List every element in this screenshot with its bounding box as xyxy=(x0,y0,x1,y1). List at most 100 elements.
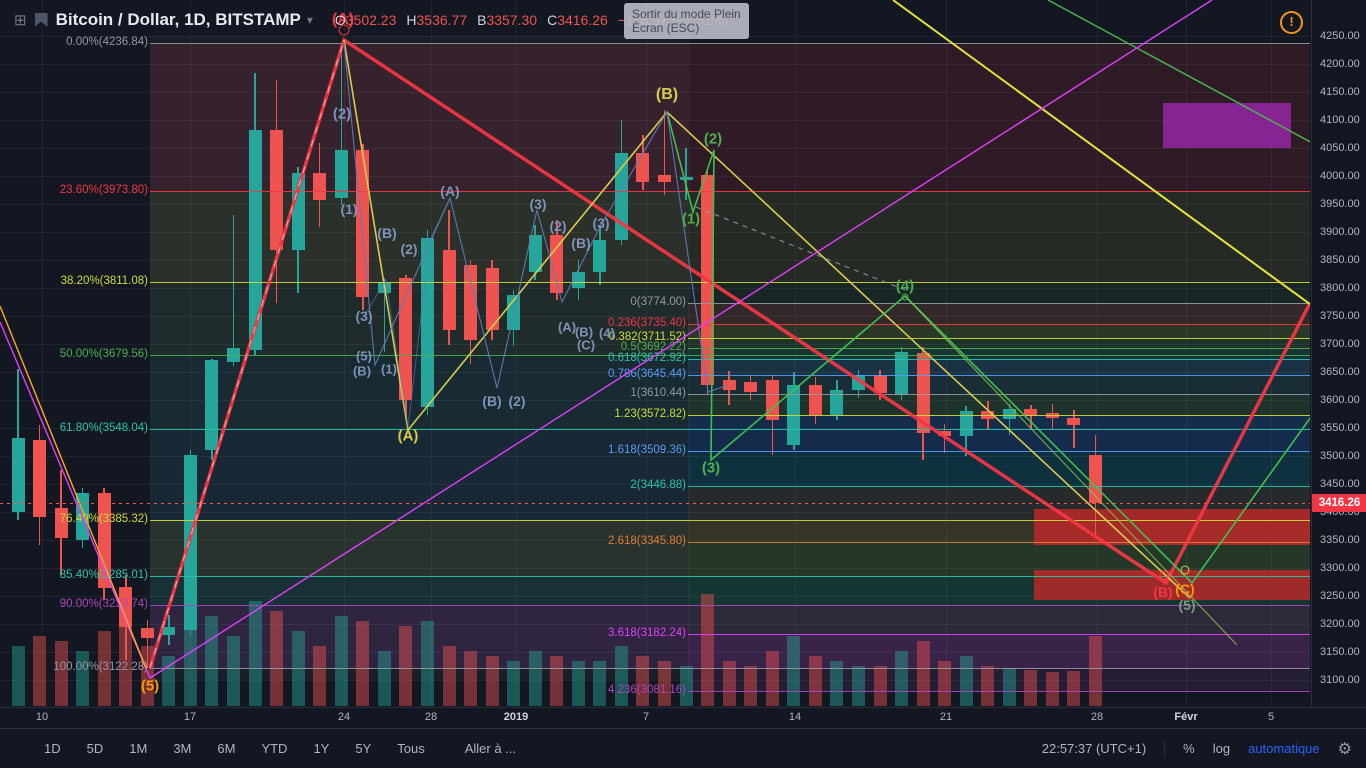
percent-scale-button[interactable]: % xyxy=(1183,741,1195,756)
log-scale-button[interactable]: log xyxy=(1212,741,1231,756)
flag-icon[interactable] xyxy=(34,13,48,27)
fib-extension-label: 1(3610.44) xyxy=(630,387,686,400)
fib-retracement-label: 50.00%(3679.56) xyxy=(59,348,148,361)
goto-date-button[interactable]: Aller à ... xyxy=(464,741,517,756)
fib-level-line xyxy=(150,429,1310,431)
wave-label: (B) xyxy=(352,363,372,379)
price-tick-label: 3650.00 xyxy=(1320,366,1360,378)
volume-bar xyxy=(614,646,628,706)
volume-bar xyxy=(1045,672,1059,706)
candle-body xyxy=(808,384,822,416)
fullscreen-exit-tooltip: Sortir du mode Plein Écran (ESC) xyxy=(624,3,749,39)
time-tick-label: Févr xyxy=(1174,711,1198,723)
drawing-anchor-point[interactable] xyxy=(338,24,350,36)
volume-bar xyxy=(33,636,47,706)
time-axis[interactable]: 10 17 24 28 2019 7 14 21 28 Févr 5 xyxy=(0,707,1366,729)
gear-icon[interactable]: ⚙ xyxy=(1337,740,1352,758)
range-button-1d[interactable]: 1D xyxy=(44,741,61,756)
time-tick-label: 28 xyxy=(1090,711,1104,723)
symbol-title[interactable]: Bitcoin / Dollar, 1D, BITSTAMP xyxy=(55,10,301,29)
channel-light-green[interactable] xyxy=(904,295,1238,646)
range-button-5d[interactable]: 5D xyxy=(86,741,104,756)
time-tick-label: 7 xyxy=(642,711,650,723)
chevron-down-icon[interactable]: ▾ xyxy=(306,13,313,27)
volume-bar xyxy=(895,651,909,706)
wave-label: (A) xyxy=(440,183,460,199)
drawing-anchor-point[interactable] xyxy=(1180,565,1190,575)
wave-label: (5) xyxy=(356,348,372,364)
candle-body xyxy=(550,234,564,294)
grid-line-vertical xyxy=(1097,0,1098,707)
candle-body xyxy=(356,150,370,297)
price-tick-label: 4100.00 xyxy=(1320,114,1360,126)
price-tick-label: 3700.00 xyxy=(1320,338,1360,350)
fib-level-line xyxy=(688,337,1310,339)
drawing-anchor-point[interactable] xyxy=(1159,570,1169,580)
fib-retracement-label: 100.00%(3122.28) xyxy=(53,660,148,673)
add-compare-icon[interactable]: ⊞ xyxy=(14,12,27,29)
trendline-magenta-left[interactable] xyxy=(0,321,151,679)
grid-line-horizontal xyxy=(0,568,1310,569)
fib-band xyxy=(688,374,1310,395)
candle-body xyxy=(658,174,671,183)
candle-body xyxy=(830,389,844,416)
alert-warning-icon[interactable]: ! xyxy=(1280,11,1303,34)
drawing-anchor-point[interactable] xyxy=(901,293,909,301)
price-tick-label: 3850.00 xyxy=(1320,254,1360,266)
price-axis[interactable]: 4250.00 4200.00 4150.00 4100.00 4050.00 4000.… xyxy=(1311,0,1366,707)
candle-body xyxy=(593,239,607,272)
grid-line-horizontal xyxy=(0,456,1310,457)
candle-body xyxy=(313,173,327,201)
fib-band xyxy=(150,190,1310,282)
wave-label: (4) xyxy=(895,277,915,295)
candle-body xyxy=(227,347,240,362)
trendline-orange-left[interactable] xyxy=(0,305,147,669)
guide-dashed-grey[interactable] xyxy=(695,206,906,291)
chart-surface[interactable]: 0.00%(4236.84) 23.60%(3973.80) 38.20%(3811… xyxy=(0,0,1310,707)
range-button-6m[interactable]: 6M xyxy=(217,741,236,756)
candle-body xyxy=(981,411,995,420)
wave-blue-zigzag-2[interactable] xyxy=(362,197,451,429)
trendline-magenta-long[interactable] xyxy=(149,0,1213,679)
price-tick-label: 3600.00 xyxy=(1320,394,1360,406)
volume-bar xyxy=(399,626,413,706)
range-button-1y[interactable]: 1Y xyxy=(313,741,330,756)
range-button-tous[interactable]: Tous xyxy=(397,741,425,756)
tooltip-line2: Écran (ESC) xyxy=(632,21,700,35)
grid-line-horizontal xyxy=(0,372,1310,373)
wave-label: (A) xyxy=(331,11,355,28)
grid-line-horizontal xyxy=(0,232,1310,233)
divider xyxy=(1164,739,1166,758)
grid-line-horizontal xyxy=(0,652,1310,653)
volume-bar xyxy=(183,606,197,706)
trendline-green-top[interactable] xyxy=(1047,0,1310,172)
range-button-5y[interactable]: 5Y xyxy=(355,741,372,756)
grid-line-horizontal xyxy=(0,680,1310,681)
fib-level-line xyxy=(688,542,1310,544)
zone-purple[interactable] xyxy=(1163,103,1291,148)
grid-line-horizontal xyxy=(0,428,1310,429)
chart-legend: ⊞ Bitcoin / Dollar, 1D, BITSTAMP ▾ O3502… xyxy=(14,10,729,30)
impulse-trendline-red[interactable] xyxy=(148,37,1310,669)
auto-scale-button[interactable]: automatique xyxy=(1248,741,1320,756)
wave-label: (2) xyxy=(332,105,352,123)
fib-retracement-label: 85.40%(3285.01) xyxy=(59,569,148,582)
fib-level-line xyxy=(688,348,1310,350)
wave-label: (B) xyxy=(482,393,502,409)
range-button-1m[interactable]: 1M xyxy=(129,741,148,756)
trendline-dashed-white[interactable] xyxy=(149,39,345,669)
clock-label[interactable]: 22:57:37 (UTC+1) xyxy=(1041,741,1147,756)
range-button-ytd[interactable]: YTD xyxy=(261,741,288,756)
trendline-yellow-long[interactable] xyxy=(892,0,1310,345)
fib-extension-label: 2(3446.88) xyxy=(630,478,686,491)
wave-green-12345[interactable] xyxy=(666,111,1310,585)
candle-body xyxy=(270,130,284,250)
wave-yellow-abc[interactable] xyxy=(343,39,1191,599)
volume-bar xyxy=(464,651,478,706)
wave-blue-zigzag[interactable] xyxy=(343,41,729,393)
price-tick-label: 3150.00 xyxy=(1320,646,1360,658)
grid-line-horizontal xyxy=(0,204,1310,205)
candle-wick xyxy=(146,620,149,668)
grid-line-horizontal xyxy=(0,316,1310,317)
range-button-3m[interactable]: 3M xyxy=(173,741,192,756)
